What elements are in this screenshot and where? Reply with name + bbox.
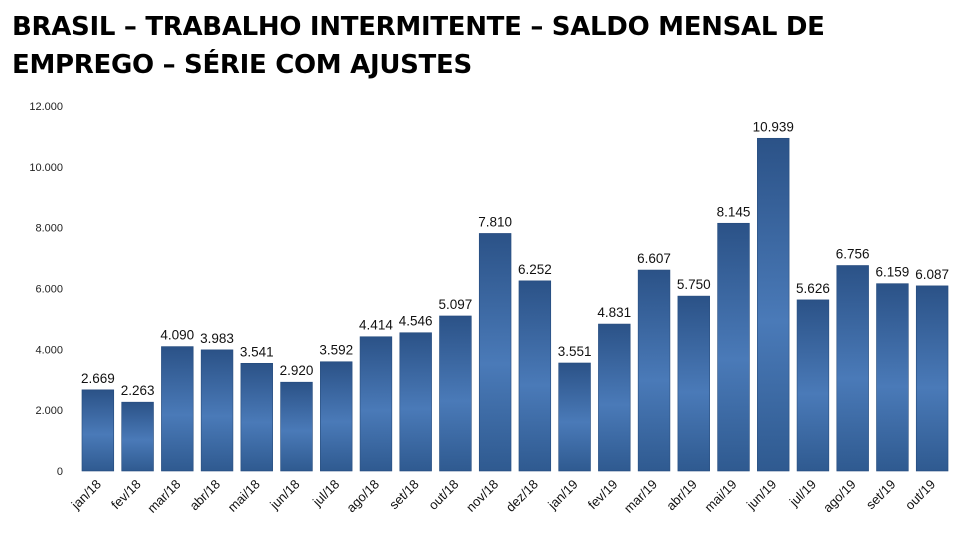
x-tick-label: jun/19	[743, 477, 779, 513]
x-tick-label: out/19	[902, 477, 938, 513]
x-tick-label: set/19	[863, 477, 899, 513]
x-tick-label: mar/19	[621, 477, 660, 516]
data-label: 2.669	[81, 371, 115, 386]
bar-jun-19	[757, 137, 790, 472]
bar-ago-18	[359, 336, 393, 472]
y-tick-label: 0	[57, 466, 63, 478]
data-label: 6.159	[876, 265, 910, 280]
x-tick-label: abr/19	[663, 477, 700, 514]
bar-jul-18	[320, 361, 353, 472]
data-label: 3.983	[200, 331, 234, 346]
y-tick-label: 4.000	[35, 344, 63, 356]
bar-out-19	[915, 285, 949, 472]
bar-jul-19	[796, 299, 830, 472]
data-label: 6.087	[915, 267, 949, 282]
data-label: 2.920	[280, 363, 314, 378]
bar-mar-19	[637, 269, 671, 472]
x-tick-label: fev/19	[585, 477, 621, 513]
x-tick-label: jul/19	[786, 477, 819, 510]
bar-set-18	[399, 332, 432, 472]
bar-set-19	[876, 283, 909, 472]
x-tick-label: dez/18	[503, 477, 541, 515]
data-label: 4.414	[359, 318, 393, 333]
bar-out-18	[439, 315, 472, 472]
data-label: 6.756	[836, 247, 870, 262]
bar-fev-19	[598, 323, 631, 472]
data-label: 3.592	[319, 343, 353, 358]
x-tick-label: set/18	[386, 477, 422, 513]
chart-title: BRASIL – TRABALHO INTERMITENTE – SALDO M…	[12, 12, 825, 80]
data-label: 4.546	[399, 314, 433, 329]
y-tick-label: 10.000	[29, 162, 63, 174]
data-label: 5.750	[677, 277, 711, 292]
bar-ago-19	[836, 265, 869, 472]
x-tick-label: mar/18	[144, 477, 183, 516]
x-axis: jan/18 fev/18 mar/18 abr/18 mai/18 jun/18 jul/…	[68, 477, 939, 516]
data-label: 5.626	[796, 281, 830, 296]
x-tick-label: jan/18	[68, 477, 104, 513]
bars-group	[81, 137, 949, 472]
bar-abr-19	[677, 295, 710, 472]
x-tick-label: jun/18	[266, 477, 302, 513]
y-tick-label: 8.000	[35, 223, 63, 235]
bar-fev-18	[121, 401, 154, 472]
data-label: 5.097	[439, 297, 473, 312]
data-label: 4.831	[597, 305, 631, 320]
x-tick-label: nov/18	[463, 477, 501, 515]
x-tick-label: out/18	[425, 477, 461, 513]
y-tick-label: 12.000	[29, 101, 63, 113]
x-tick-label: ago/19	[820, 477, 859, 516]
data-label: 10.939	[753, 119, 794, 134]
x-tick-label: ago/18	[343, 477, 382, 516]
data-label: 8.145	[717, 204, 751, 219]
bar-mar-18	[161, 346, 194, 472]
data-labels-group: 2.669 2.263 4.090 3.983 3.541 2.920 3.592 4.414…	[81, 119, 949, 398]
data-label: 3.541	[240, 344, 274, 359]
bar-dez-18	[518, 280, 552, 472]
x-tick-label: jan/19	[544, 477, 580, 513]
bar-jan-19	[558, 362, 591, 472]
data-label: 6.252	[518, 262, 552, 277]
data-label: 2.263	[121, 383, 155, 398]
x-tick-label: abr/18	[186, 477, 223, 514]
x-tick-label: jul/18	[309, 477, 342, 510]
y-axis: 0 2.000 4.000 6.000 8.000 10.000 12.000	[29, 101, 63, 478]
y-tick-label: 2.000	[35, 405, 63, 417]
bar-mai-19	[717, 222, 750, 472]
data-label: 7.810	[478, 214, 512, 229]
data-label: 4.090	[160, 328, 194, 343]
data-label: 6.607	[637, 251, 671, 266]
bar-mai-18	[240, 362, 273, 472]
y-tick-label: 6.000	[35, 284, 63, 296]
x-tick-label: mai/18	[225, 477, 263, 515]
x-tick-label: mai/19	[701, 477, 739, 515]
data-label: 3.551	[558, 344, 592, 359]
bar-jan-18	[81, 389, 115, 472]
bar-abr-18	[200, 349, 234, 472]
x-tick-label: fev/18	[108, 477, 144, 513]
bar-nov-18	[478, 233, 512, 472]
bar-jun-18	[280, 381, 313, 472]
